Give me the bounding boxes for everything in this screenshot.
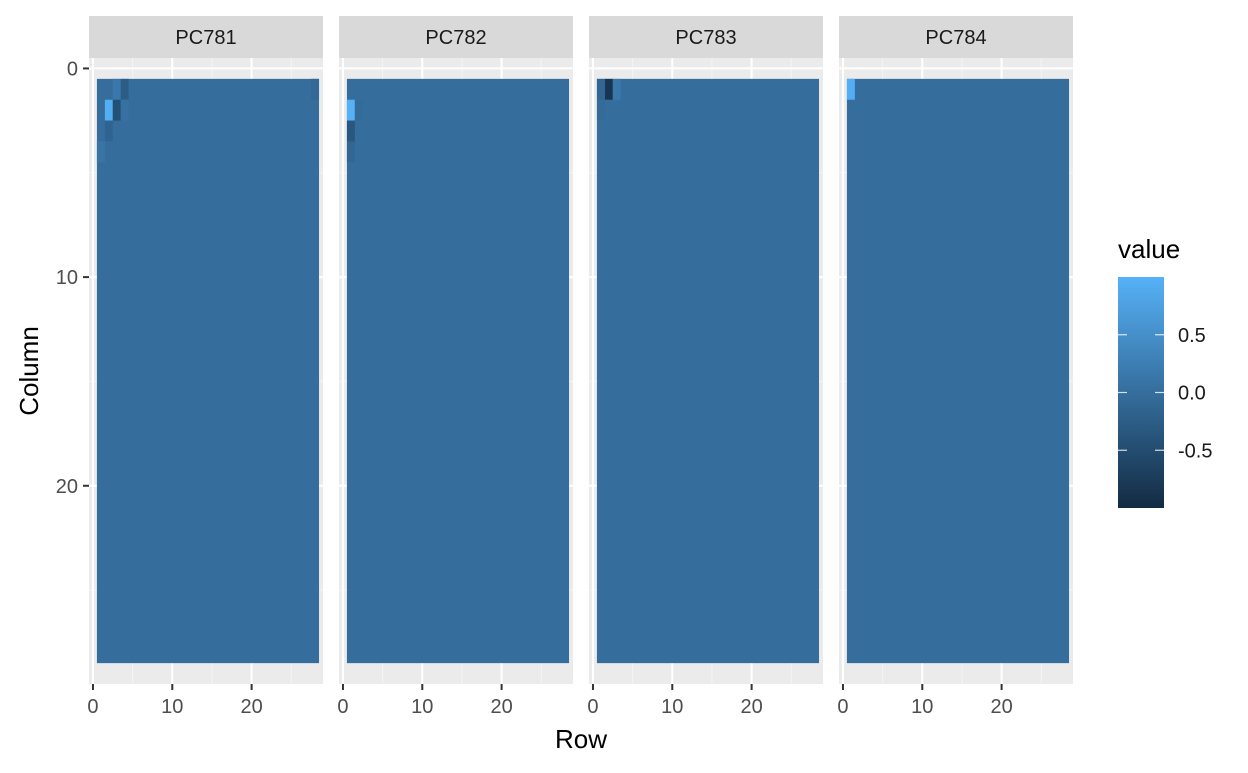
- heatmap-cell: [604, 78, 613, 100]
- heatmap-cell: [112, 78, 121, 100]
- heatmap-cell: [346, 141, 355, 163]
- x-tick-label: 10: [411, 696, 433, 718]
- heatmap-cell: [104, 120, 113, 142]
- x-tick-label: 0: [337, 696, 348, 718]
- heatmap-cell: [112, 99, 121, 121]
- heatmap-cell: [104, 99, 113, 121]
- y-axis-title: Column: [14, 326, 44, 416]
- facet-title-4: PC784: [925, 27, 986, 49]
- facet-strip-2: [339, 16, 573, 58]
- legend-tick-label: 0.5: [1178, 325, 1206, 347]
- x-tick-label: 10: [161, 696, 183, 718]
- heatmap-cell: [596, 78, 605, 100]
- x-tick-label: 20: [740, 696, 762, 718]
- x-tick-label: 20: [240, 696, 262, 718]
- legend-tick-label: -0.5: [1178, 440, 1212, 462]
- heatmap-cell: [120, 78, 129, 100]
- x-tick-label: 0: [837, 696, 848, 718]
- heatmap-cell: [96, 141, 105, 163]
- x-tick-label: 0: [87, 696, 98, 718]
- x-tick-label: 20: [990, 696, 1012, 718]
- heatmap-tiles-baseline-4: [846, 78, 1070, 664]
- heatmap-tiles-baseline-1: [96, 78, 320, 664]
- heatmap-cell: [846, 78, 855, 100]
- heatmap-cell: [346, 99, 355, 121]
- heatmap-cell: [120, 99, 129, 121]
- facet-title-2: PC782: [425, 27, 486, 49]
- heatmap-cell: [346, 120, 355, 142]
- x-tick-label: 20: [490, 696, 512, 718]
- heatmap-cell: [612, 78, 621, 100]
- x-tick-label: 0: [587, 696, 598, 718]
- facet-strip-3: [589, 16, 823, 58]
- heatmap-cell: [596, 99, 605, 121]
- x-axis-title: Row: [555, 724, 607, 754]
- y-tick-label: 20: [56, 476, 78, 498]
- y-tick-label: 0: [67, 58, 78, 80]
- legend-title: value: [1118, 234, 1180, 264]
- x-tick-label: 10: [661, 696, 683, 718]
- heatmap-tiles-baseline-2: [346, 78, 570, 664]
- heatmap-cell: [354, 99, 363, 121]
- facet-strip-4: [839, 16, 1073, 58]
- facet-title-3: PC783: [675, 27, 736, 49]
- y-tick-label: 10: [56, 267, 78, 289]
- facet-strip-1: [89, 16, 323, 58]
- x-tick-label: 10: [911, 696, 933, 718]
- facet-title-1: PC781: [175, 27, 236, 49]
- heatmap-cell: [311, 78, 320, 100]
- legend-tick-label: 0.0: [1178, 383, 1206, 405]
- heatmap-tiles-baseline-3: [596, 78, 820, 664]
